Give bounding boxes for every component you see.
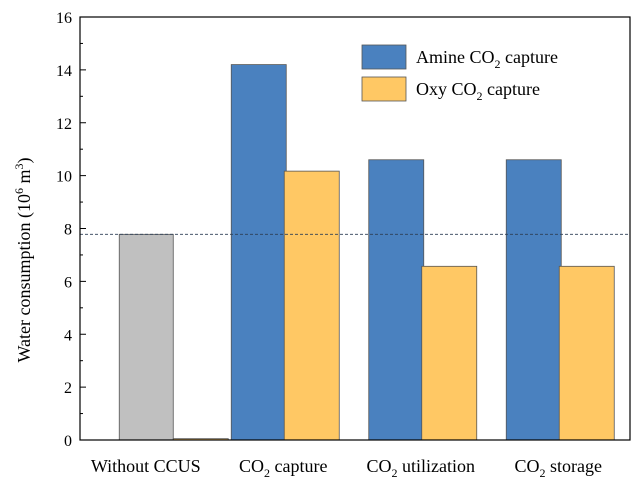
x-category-label: CO2 capture [239,456,327,480]
x-category-label: CO2 storage [515,456,603,480]
bar-series-1-cat-4 [505,159,562,441]
x-category-label-sub: 2 [392,466,398,480]
legend-swatch-2 [361,76,407,102]
y-axis-title-end: ) [14,157,35,163]
y-tick-label: 10 [56,169,72,186]
x-category-label-part: utilization [398,456,475,476]
x-category-label-part: capture [270,456,327,476]
plot-area [80,64,630,441]
y-tick-label: 16 [56,10,72,27]
legend-label-part: capture [483,79,540,99]
legend-label-part: capture [501,47,558,67]
x-category-label-part: Without CCUS [91,456,201,476]
y-axis-title: Water consumption (106 m3) [12,157,35,362]
y-tick-label: 2 [64,380,72,397]
y-axis-title-sup2: 3 [12,163,26,169]
bar-series-2-cat-3 [421,265,478,441]
x-category-label-part: storage [546,456,602,476]
legend-label-sub: 2 [495,57,501,71]
legend-swatch-1 [361,44,407,70]
y-axis-title-mid: m [14,169,34,188]
x-category-label-sub: 2 [264,466,270,480]
legend-label-part: Oxy CO [416,79,477,99]
legend-label-2: Oxy CO2 capture [416,79,540,103]
bar-series-1-cat-3 [368,159,425,441]
y-tick-label: 14 [56,63,72,80]
bar-series-1-cat-2 [230,64,287,441]
bar-without-ccus [118,233,174,441]
legend-label-sub: 2 [477,89,483,103]
y-axis-title-sup: 6 [12,188,26,194]
x-category-label: Without CCUS [91,456,201,476]
y-tick-label: 8 [64,222,72,239]
x-category-label-part: CO [239,456,264,476]
legend-label-part: Amine CO [416,47,495,67]
x-category-label-part: CO [367,456,392,476]
bar-series-2-cat-2 [283,170,340,441]
y-tick-label: 6 [64,274,72,291]
x-category-label: CO2 utilization [367,456,476,480]
y-axis-title-main: Water consumption (10 [14,194,35,363]
x-category-label-sub: 2 [540,466,546,480]
legend-label-1: Amine CO2 capture [416,47,558,71]
y-tick-label: 0 [64,433,72,450]
bar-series-2-cat-4 [558,265,615,441]
x-category-label-part: CO [515,456,540,476]
y-tick-label: 12 [56,116,72,133]
y-tick-label: 4 [64,327,72,344]
